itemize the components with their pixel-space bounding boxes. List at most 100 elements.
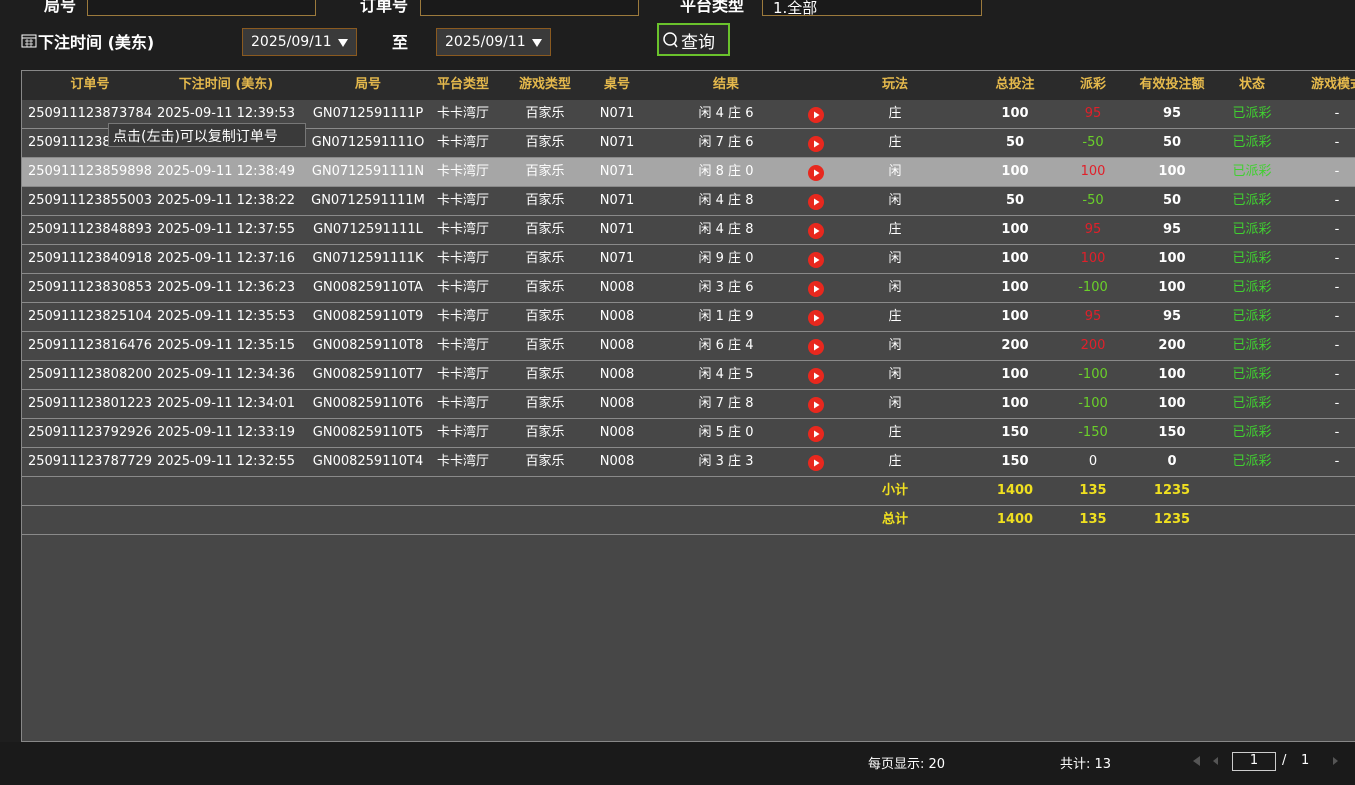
- tooltip-text: 点击(左击)可以复制订单号: [113, 129, 278, 145]
- table-cell: 2025-09-11 12:33:19: [156, 425, 296, 440]
- table-cell: 250911123816476: [27, 338, 153, 353]
- table-cell: -150: [1078, 425, 1108, 440]
- table-cell: 卡卡湾厅: [436, 338, 490, 353]
- table-cell: -: [1334, 367, 1340, 382]
- replay-icon[interactable]: [808, 455, 824, 471]
- table-cell: 百家乐: [525, 309, 565, 324]
- table-cell: -: [1334, 135, 1340, 150]
- date-from[interactable]: 2025/09/11: [242, 28, 357, 56]
- column-header: 总投注: [995, 77, 1035, 92]
- table-cell: 100: [1001, 367, 1029, 382]
- table-cell: GN008259110T5: [312, 425, 424, 440]
- table-cell: 百家乐: [525, 338, 565, 353]
- query-text: 查询: [681, 33, 715, 53]
- table-cell: 100: [1158, 367, 1186, 382]
- table-cell: 2025-09-11 12:32:55: [156, 454, 296, 469]
- subtotal-label: 小计: [881, 483, 909, 498]
- table-cell: 2025-09-11 12:38:49: [156, 164, 296, 179]
- play-glyph: [814, 256, 820, 264]
- replay-icon[interactable]: [808, 368, 824, 384]
- replay-icon[interactable]: [808, 426, 824, 442]
- table-cell: 闲 9 庄 0: [698, 251, 754, 266]
- pager-input[interactable]: 1: [1232, 752, 1276, 771]
- table-cell: 卡卡湾厅: [436, 396, 490, 411]
- column-header: 局号: [354, 77, 382, 92]
- table-cell: 闲 7 庄 6: [698, 135, 754, 150]
- row-divider: [22, 273, 1355, 274]
- replay-icon[interactable]: [808, 107, 824, 123]
- table-cell: 卡卡湾厅: [436, 309, 490, 324]
- table-cell: 已派彩: [1232, 280, 1272, 295]
- table-cell: GN008259110T6: [312, 396, 424, 411]
- table-cell: 庄: [888, 135, 902, 150]
- table-cell: GN008259110T4: [312, 454, 424, 469]
- pager-current: 1: [1249, 753, 1259, 768]
- table-cell: 百家乐: [525, 135, 565, 150]
- query-button[interactable]: 查询: [657, 23, 730, 56]
- calendar-icon: [21, 34, 37, 48]
- replay-icon[interactable]: [808, 397, 824, 413]
- table-cell: 2025-09-11 12:36:23: [156, 280, 296, 295]
- replay-icon[interactable]: [808, 339, 824, 355]
- round-input[interactable]: [87, 0, 316, 16]
- total-payout: 135: [1079, 512, 1107, 527]
- table-cell: 2025-09-11 12:39:53: [156, 106, 296, 121]
- column-header: 玩法: [881, 77, 909, 92]
- replay-icon[interactable]: [808, 252, 824, 268]
- column-header: 有效投注额: [1139, 77, 1205, 92]
- subtotal-payout: 135: [1079, 483, 1107, 498]
- table-cell: 100: [1158, 251, 1186, 266]
- row-divider: [22, 505, 1355, 506]
- table-cell: -: [1334, 280, 1340, 295]
- table-cell: 0: [1167, 454, 1177, 469]
- table-cell: 已派彩: [1232, 193, 1272, 208]
- table-cell: 250911123825104: [27, 309, 153, 324]
- row-divider: [22, 215, 1355, 216]
- date-to[interactable]: 2025/09/11: [436, 28, 551, 56]
- table-cell: 100: [1158, 396, 1186, 411]
- table-cell: 200: [1001, 338, 1029, 353]
- row-divider: [22, 418, 1355, 419]
- table-cell: 已派彩: [1232, 251, 1272, 266]
- pager-next[interactable]: [1330, 755, 1342, 767]
- table-cell: 百家乐: [525, 425, 565, 440]
- table-cell: 闲 4 庄 8: [698, 222, 754, 237]
- table-cell: 100: [1001, 309, 1029, 324]
- table-cell: 闲 1 庄 9: [698, 309, 754, 324]
- table-cell: 2025-09-11 12:38:22: [156, 193, 296, 208]
- replay-icon[interactable]: [808, 136, 824, 152]
- table-cell: -: [1334, 251, 1340, 266]
- table-cell: 95: [1162, 222, 1182, 237]
- pager-prev[interactable]: [1190, 755, 1220, 767]
- table-cell: 250911123873784: [27, 106, 153, 121]
- play-glyph: [814, 198, 820, 206]
- record-count: 共计: 13: [1060, 757, 1112, 772]
- total-bet: 1400: [996, 512, 1034, 527]
- table-cell: 百家乐: [525, 251, 565, 266]
- replay-icon[interactable]: [808, 165, 824, 181]
- table-cell: 庄: [888, 425, 902, 440]
- table-cell: -: [1334, 309, 1340, 324]
- platform-select[interactable]: 1.全部: [762, 0, 982, 17]
- table-cell: -50: [1082, 135, 1104, 150]
- replay-icon[interactable]: [808, 223, 824, 239]
- replay-icon[interactable]: [808, 310, 824, 326]
- date-from-text: 2025/09/11: [251, 34, 332, 50]
- table-cell: -: [1334, 106, 1340, 121]
- table-cell: -: [1334, 454, 1340, 469]
- replay-icon[interactable]: [808, 281, 824, 297]
- order-input[interactable]: [420, 0, 639, 16]
- round-label: 局号: [44, 0, 77, 15]
- table-cell: 百家乐: [525, 280, 565, 295]
- table-cell: 卡卡湾厅: [436, 106, 490, 121]
- table-cell: 2025-09-11 12:35:53: [156, 309, 296, 324]
- table-cell: GN0712591111N: [311, 164, 425, 179]
- column-header: 桌号: [603, 77, 631, 92]
- table-cell: 100: [1158, 164, 1186, 179]
- row-divider: [22, 157, 1355, 158]
- replay-icon[interactable]: [808, 194, 824, 210]
- table-cell: GN0712591111P: [312, 106, 424, 121]
- table-cell: 闲 6 庄 4: [698, 338, 754, 353]
- table-cell: 250911123787729: [27, 454, 153, 469]
- table-cell: 卡卡湾厅: [436, 222, 490, 237]
